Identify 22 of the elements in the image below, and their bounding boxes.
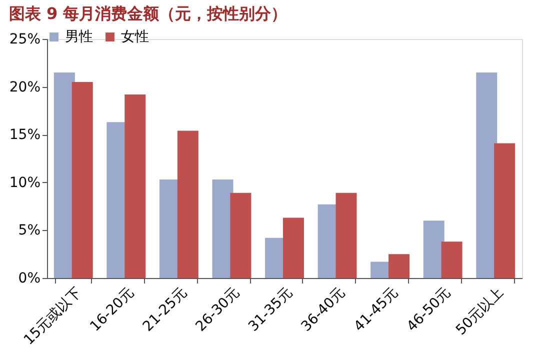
legend-label: 男性 xyxy=(65,29,93,45)
bar xyxy=(230,192,252,278)
y-tick-label: 25% xyxy=(9,32,40,48)
bar xyxy=(423,220,444,278)
bar xyxy=(124,94,146,278)
bar xyxy=(282,218,304,278)
bar xyxy=(441,242,462,278)
x-tick-label: 50元以上 xyxy=(453,284,507,338)
chart-title: 图表 9 每月消费金额（元，按性别分） xyxy=(8,4,288,23)
legend-label: 女性 xyxy=(121,29,149,45)
y-tick-label: 15% xyxy=(9,127,40,144)
bar xyxy=(388,254,410,278)
y-tick-label: 0% xyxy=(18,270,40,286)
bar xyxy=(476,72,498,278)
bar xyxy=(72,82,93,278)
x-tick-label: 15元或以下 xyxy=(20,284,84,348)
y-tick-label: 20% xyxy=(9,79,40,96)
bar xyxy=(494,143,516,278)
bar xyxy=(336,192,357,278)
y-tick-label: 5% xyxy=(18,222,40,239)
y-tick-label: 10% xyxy=(9,174,40,191)
bar xyxy=(177,130,198,278)
